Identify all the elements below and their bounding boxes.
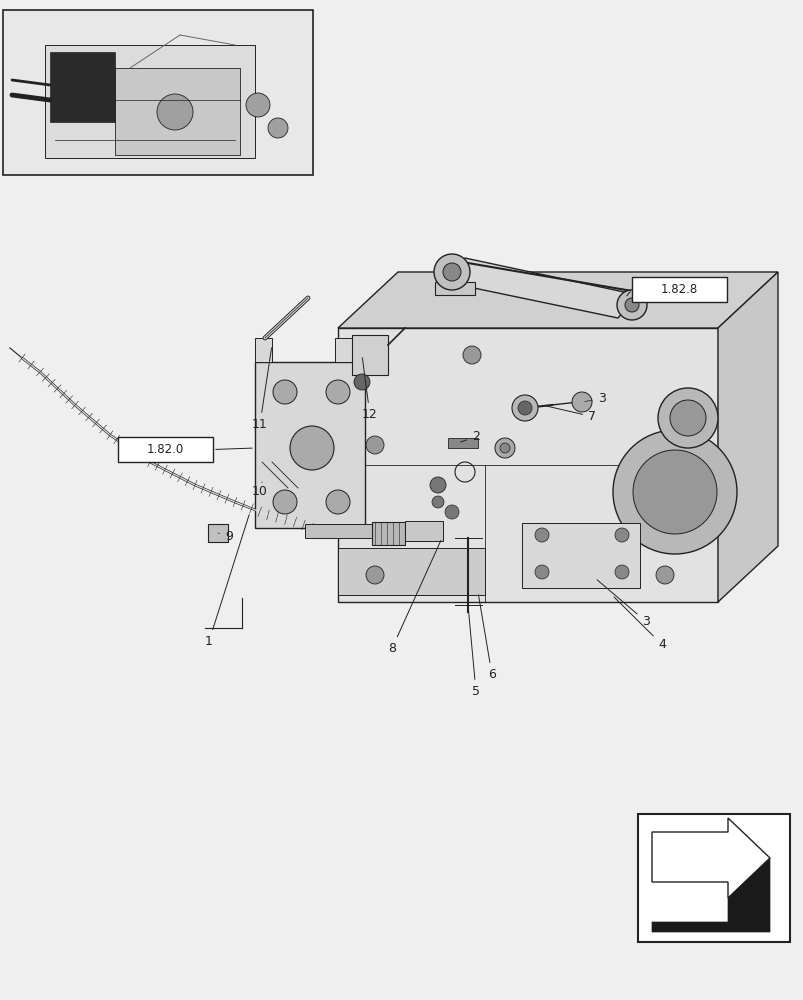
Circle shape bbox=[512, 395, 537, 421]
Circle shape bbox=[353, 374, 369, 390]
Text: 7: 7 bbox=[544, 406, 595, 423]
Text: 11: 11 bbox=[251, 348, 271, 431]
Polygon shape bbox=[337, 328, 717, 602]
Bar bbox=[208, 524, 228, 542]
Circle shape bbox=[614, 528, 628, 542]
Circle shape bbox=[430, 477, 446, 493]
Circle shape bbox=[463, 346, 480, 364]
Circle shape bbox=[624, 298, 638, 312]
Circle shape bbox=[616, 290, 646, 320]
Circle shape bbox=[499, 443, 509, 453]
Circle shape bbox=[517, 401, 532, 415]
Bar bbox=[447, 438, 478, 448]
Circle shape bbox=[365, 566, 384, 584]
Circle shape bbox=[495, 438, 515, 458]
Circle shape bbox=[267, 118, 287, 138]
Polygon shape bbox=[335, 338, 365, 362]
Bar bbox=[304, 524, 377, 538]
Polygon shape bbox=[434, 282, 475, 295]
Bar bbox=[638, 814, 789, 942]
Circle shape bbox=[632, 450, 716, 534]
Polygon shape bbox=[50, 52, 115, 122]
Circle shape bbox=[325, 490, 349, 514]
Circle shape bbox=[657, 388, 717, 448]
Bar bbox=[118, 437, 213, 462]
Text: 10: 10 bbox=[251, 482, 267, 498]
Text: 6: 6 bbox=[478, 595, 495, 681]
Circle shape bbox=[246, 93, 270, 117]
Bar bbox=[631, 277, 726, 302]
Text: 1.82.0: 1.82.0 bbox=[147, 443, 184, 456]
Circle shape bbox=[571, 392, 591, 412]
Text: 1.82.8: 1.82.8 bbox=[660, 283, 697, 296]
Circle shape bbox=[655, 566, 673, 584]
Circle shape bbox=[614, 565, 628, 579]
Circle shape bbox=[273, 380, 296, 404]
Text: 1: 1 bbox=[205, 515, 249, 648]
Circle shape bbox=[325, 380, 349, 404]
Circle shape bbox=[431, 496, 443, 508]
Bar bbox=[405, 521, 442, 541]
Polygon shape bbox=[444, 258, 638, 318]
Text: 3: 3 bbox=[597, 580, 649, 628]
Polygon shape bbox=[337, 272, 777, 328]
Polygon shape bbox=[337, 548, 484, 595]
Bar bbox=[3, 10, 312, 175]
Text: 5: 5 bbox=[467, 608, 479, 698]
Polygon shape bbox=[255, 362, 365, 528]
Circle shape bbox=[669, 400, 705, 436]
Polygon shape bbox=[717, 272, 777, 602]
Polygon shape bbox=[115, 68, 240, 155]
Circle shape bbox=[434, 254, 470, 290]
Text: 8: 8 bbox=[388, 541, 440, 655]
Text: 9: 9 bbox=[218, 530, 233, 543]
Circle shape bbox=[273, 490, 296, 514]
Polygon shape bbox=[651, 858, 769, 932]
Text: 12: 12 bbox=[361, 358, 377, 421]
Circle shape bbox=[442, 263, 460, 281]
Circle shape bbox=[534, 528, 548, 542]
Text: 3: 3 bbox=[584, 392, 605, 405]
Circle shape bbox=[290, 426, 333, 470]
Polygon shape bbox=[679, 842, 717, 875]
Circle shape bbox=[157, 94, 193, 130]
Polygon shape bbox=[352, 335, 388, 375]
Circle shape bbox=[534, 565, 548, 579]
Polygon shape bbox=[45, 45, 255, 158]
Circle shape bbox=[612, 430, 736, 554]
Text: 4: 4 bbox=[613, 597, 665, 651]
Circle shape bbox=[365, 436, 384, 454]
Text: 2: 2 bbox=[460, 430, 479, 443]
Polygon shape bbox=[651, 818, 769, 898]
Polygon shape bbox=[372, 522, 405, 545]
Circle shape bbox=[444, 505, 459, 519]
Polygon shape bbox=[255, 338, 271, 362]
Bar bbox=[521, 523, 639, 588]
